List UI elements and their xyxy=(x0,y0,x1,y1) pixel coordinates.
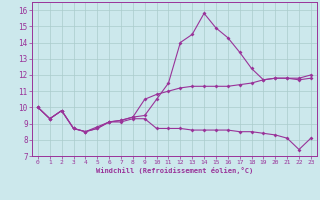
X-axis label: Windchill (Refroidissement éolien,°C): Windchill (Refroidissement éolien,°C) xyxy=(96,167,253,174)
